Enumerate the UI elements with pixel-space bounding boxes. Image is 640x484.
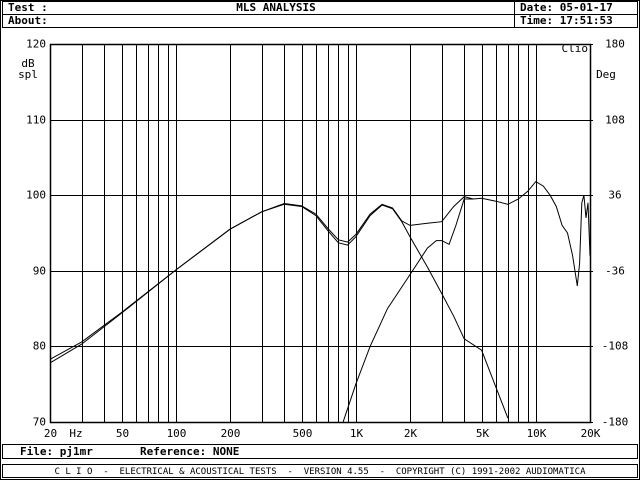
x-tick-label: 20	[44, 427, 57, 440]
x-tick-label: 50	[116, 427, 129, 440]
test-label: Test :	[8, 1, 48, 14]
x-tick-label: 20K	[581, 427, 601, 440]
x-tick-label: 200	[221, 427, 241, 440]
banner-box	[2, 464, 638, 478]
y-tick-label: 90	[33, 265, 46, 278]
plot: 20 50 100 200 500 1K 2K 5K 10K 20K 70 80 90 100 110 120…	[18, 38, 628, 441]
x-tick-label: 10K	[527, 427, 547, 440]
y2-tick-label: -108	[602, 340, 629, 353]
file-name: File: pj1mr	[20, 445, 93, 458]
x-tick-label: 5K	[476, 427, 490, 440]
reference: Reference: NONE	[140, 445, 239, 458]
y2-tick-label: 108	[605, 114, 625, 127]
x-tick-label: 2K	[404, 427, 418, 440]
window-title: MLS ANALYSIS	[236, 1, 315, 14]
x-tick-label: 1K	[350, 427, 364, 440]
y2-tick-label: -180	[602, 416, 629, 429]
x-tick-label: 500	[293, 427, 313, 440]
y-tick-label: 100	[26, 189, 46, 202]
y-axis-label: spl	[18, 68, 38, 81]
y2-tick-label: 180	[605, 38, 625, 51]
y-tick-label: 80	[33, 340, 46, 353]
response-curve	[50, 180, 590, 364]
time: Time: 17:51:53	[520, 14, 613, 27]
x-tick-label: 100	[167, 427, 187, 440]
response-curve	[50, 203, 509, 419]
x-axis-label: Hz	[69, 427, 82, 440]
plot-border	[49, 43, 592, 424]
y2-tick-label: 36	[608, 189, 621, 202]
y-tick-label: 110	[26, 114, 46, 127]
response-curve	[342, 198, 474, 422]
about-label: About:	[8, 14, 48, 27]
y-tick-label: 120	[26, 38, 46, 51]
date: Date: 05-01-17	[520, 1, 613, 14]
y-tick-label: 70	[33, 416, 46, 429]
y2-axis-label: Deg	[596, 68, 616, 81]
y-axis-label: dB	[21, 57, 35, 70]
y2-tick-label: -36	[605, 265, 625, 278]
footer-box	[2, 444, 638, 459]
brand: Clio	[562, 42, 589, 55]
banner: C L I O - ELECTRICAL & ACOUSTICAL TESTS …	[54, 467, 586, 477]
